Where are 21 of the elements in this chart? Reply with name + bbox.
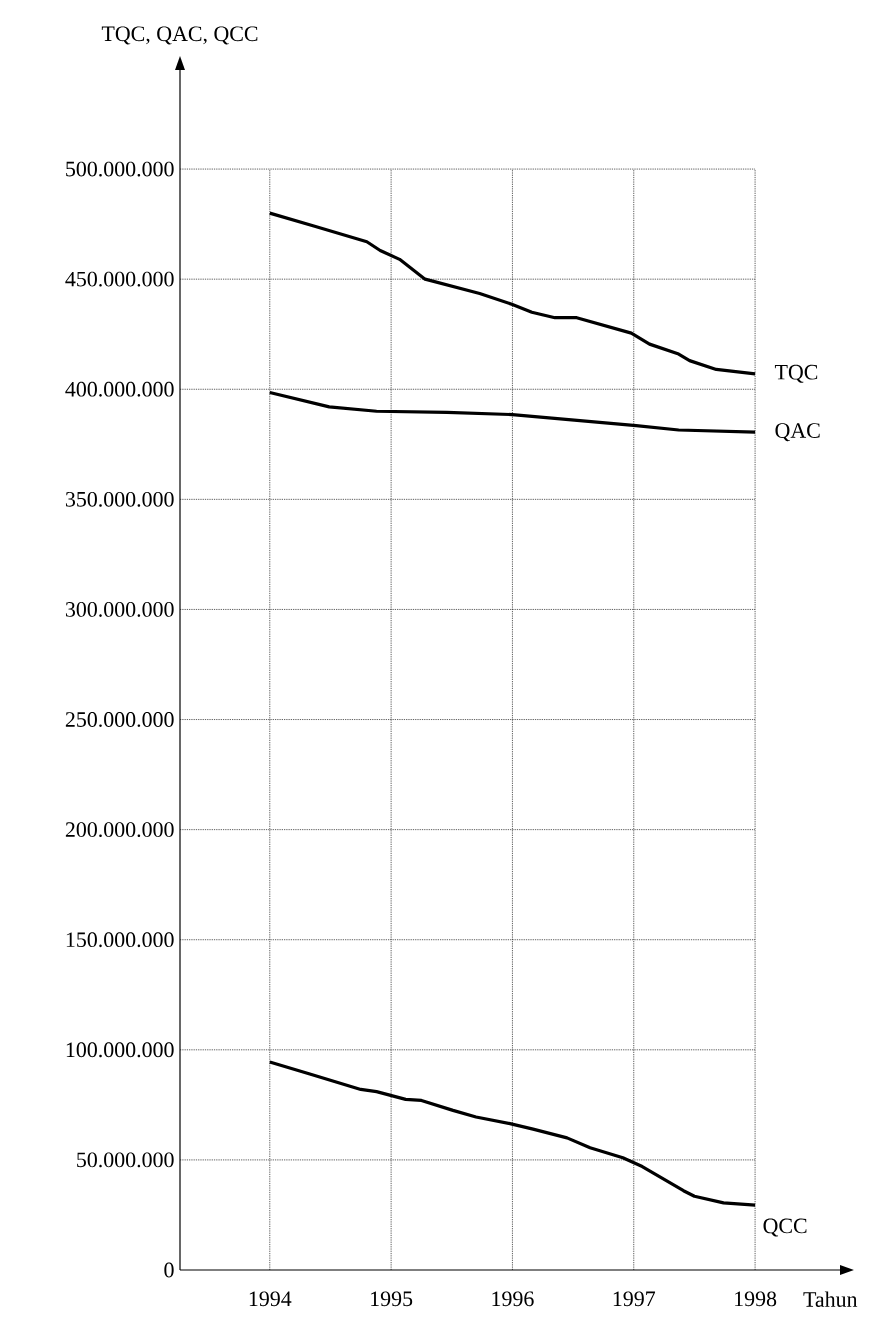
y-tick-label: 250.000.000 — [65, 712, 174, 727]
y-tick-label: 100.000.000 — [66, 1042, 174, 1058]
x-tick-label: 1997 — [613, 1291, 656, 1307]
series-label: QAC — [775, 423, 820, 442]
x-tick-label: 1995 — [371, 1291, 413, 1307]
y-tick-label: 350.000.000 — [65, 491, 174, 507]
y-tick-label: 300.000.000 — [65, 602, 174, 617]
y-tick-label: 200.000.000 — [65, 822, 174, 838]
y-tick-label: 400.000.000 — [65, 381, 174, 397]
y-tick-label: 500.000.000 — [66, 161, 174, 177]
y-tick-label: 150.000.000 — [66, 932, 174, 948]
y-axis-title: TQC, QAC, QCC — [101, 26, 258, 45]
y-tick-label: 0 — [164, 1262, 174, 1278]
x-tick-label: 1998 — [735, 1291, 777, 1307]
series-label: QCC — [763, 1218, 807, 1237]
x-axis-title: Tahun — [803, 1291, 858, 1307]
series-label: TQC — [774, 364, 818, 383]
y-tick-label: 50.000.000 — [77, 1152, 174, 1168]
x-tick-label: 1996 — [492, 1291, 534, 1307]
x-tick-label: 1994 — [249, 1291, 292, 1307]
y-tick-label: 450.000.000 — [65, 271, 174, 287]
